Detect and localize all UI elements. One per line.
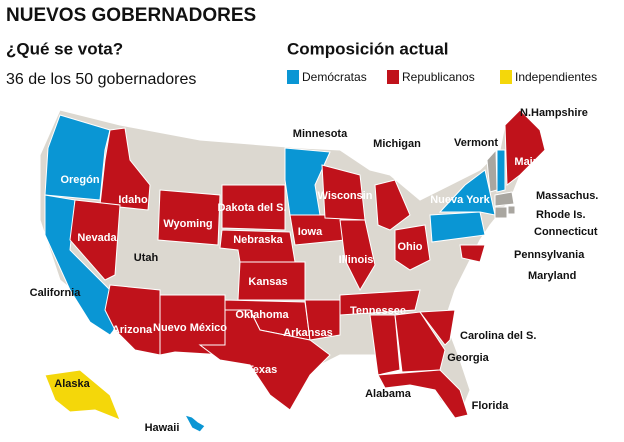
state-shape — [369, 314, 401, 376]
state-label: Kansas — [248, 276, 287, 288]
state-label: Hawaii — [145, 422, 180, 434]
legend-label: Demócratas — [302, 70, 367, 84]
state-label: Minnesota — [293, 128, 348, 140]
state-label: Oregón — [60, 174, 99, 186]
state-shape — [183, 414, 206, 433]
state-shape — [494, 191, 515, 207]
state-label: Illinois — [339, 254, 374, 266]
legend-title: Composición actual — [287, 39, 449, 58]
state-label: Idaho — [118, 194, 148, 206]
state-shape — [394, 311, 446, 373]
state-label: Maine — [514, 156, 545, 168]
state-label: Arkansas — [283, 327, 333, 339]
state-label: N.Hampshire — [520, 107, 588, 119]
state-label: Oklahoma — [235, 309, 289, 321]
legend-swatch — [500, 70, 512, 84]
state-label: Arizona — [112, 324, 153, 336]
legend-label: Independientes — [515, 70, 597, 84]
state-shape — [374, 179, 411, 231]
state-label: Texas — [247, 364, 277, 376]
state-label: Connecticut — [534, 226, 598, 238]
state-label: Dakota del S. — [217, 202, 286, 214]
state-label: Michigan — [373, 138, 421, 150]
legend-label: Republicanos — [402, 70, 475, 84]
state-label: Alabama — [365, 388, 412, 400]
title: NUEVOS GOBERNADORES — [6, 5, 256, 26]
state-shape — [157, 189, 221, 246]
state-label: Nevada — [77, 232, 117, 244]
state-shape — [504, 109, 546, 186]
state-label: Vermont — [454, 137, 498, 149]
state-shape — [496, 149, 506, 193]
state-label: Wisconsin — [318, 190, 373, 202]
state-shape — [339, 289, 421, 316]
state-shape — [159, 294, 226, 356]
state-label: Utah — [134, 252, 159, 264]
state-label: Nuevo México — [153, 322, 227, 334]
state-shape — [44, 369, 121, 421]
state-label: Maryland — [528, 270, 576, 282]
legend-swatch — [287, 70, 299, 84]
state-label: Pennsylvania — [514, 249, 585, 261]
state-label: Tennessee — [350, 305, 406, 317]
state-label: Nebraska — [233, 234, 283, 246]
state-label: Florida — [472, 400, 510, 412]
states — [44, 109, 546, 433]
state-label: Massachus. — [536, 190, 598, 202]
state-label: Carolina del S. — [460, 330, 536, 342]
state-label: Rhode Is. — [536, 209, 586, 221]
state-label: Alaska — [54, 378, 90, 390]
state-shape — [419, 309, 456, 346]
state-shape — [304, 299, 341, 341]
subtitle: 36 de los 50 gobernadores — [6, 71, 196, 88]
question: ¿Qué se vota? — [6, 39, 123, 58]
state-label: Wyoming — [163, 218, 212, 230]
state-shape — [459, 244, 486, 263]
state-shape — [494, 206, 508, 219]
state-shape — [99, 127, 151, 211]
state-label: Georgia — [447, 352, 489, 364]
state-shape — [394, 224, 431, 271]
state-shape — [104, 284, 161, 356]
state-labels: Oregón California Idaho Nevada Utah Arizona Wy… — [30, 107, 599, 434]
state-shape — [69, 199, 121, 281]
state-shape — [377, 369, 469, 419]
legend: Demócratas Republicanos Independientes — [287, 70, 597, 84]
state-shape — [429, 211, 486, 243]
state-label: California — [30, 287, 82, 299]
state-label: Ohio — [397, 241, 422, 253]
state-shape — [198, 309, 331, 411]
state-shape — [221, 184, 286, 231]
state-shape — [339, 219, 376, 292]
legend-swatch — [387, 70, 399, 84]
state-label: Nueva York — [430, 194, 490, 206]
state-shape — [507, 205, 516, 215]
state-label: Iowa — [298, 226, 323, 238]
